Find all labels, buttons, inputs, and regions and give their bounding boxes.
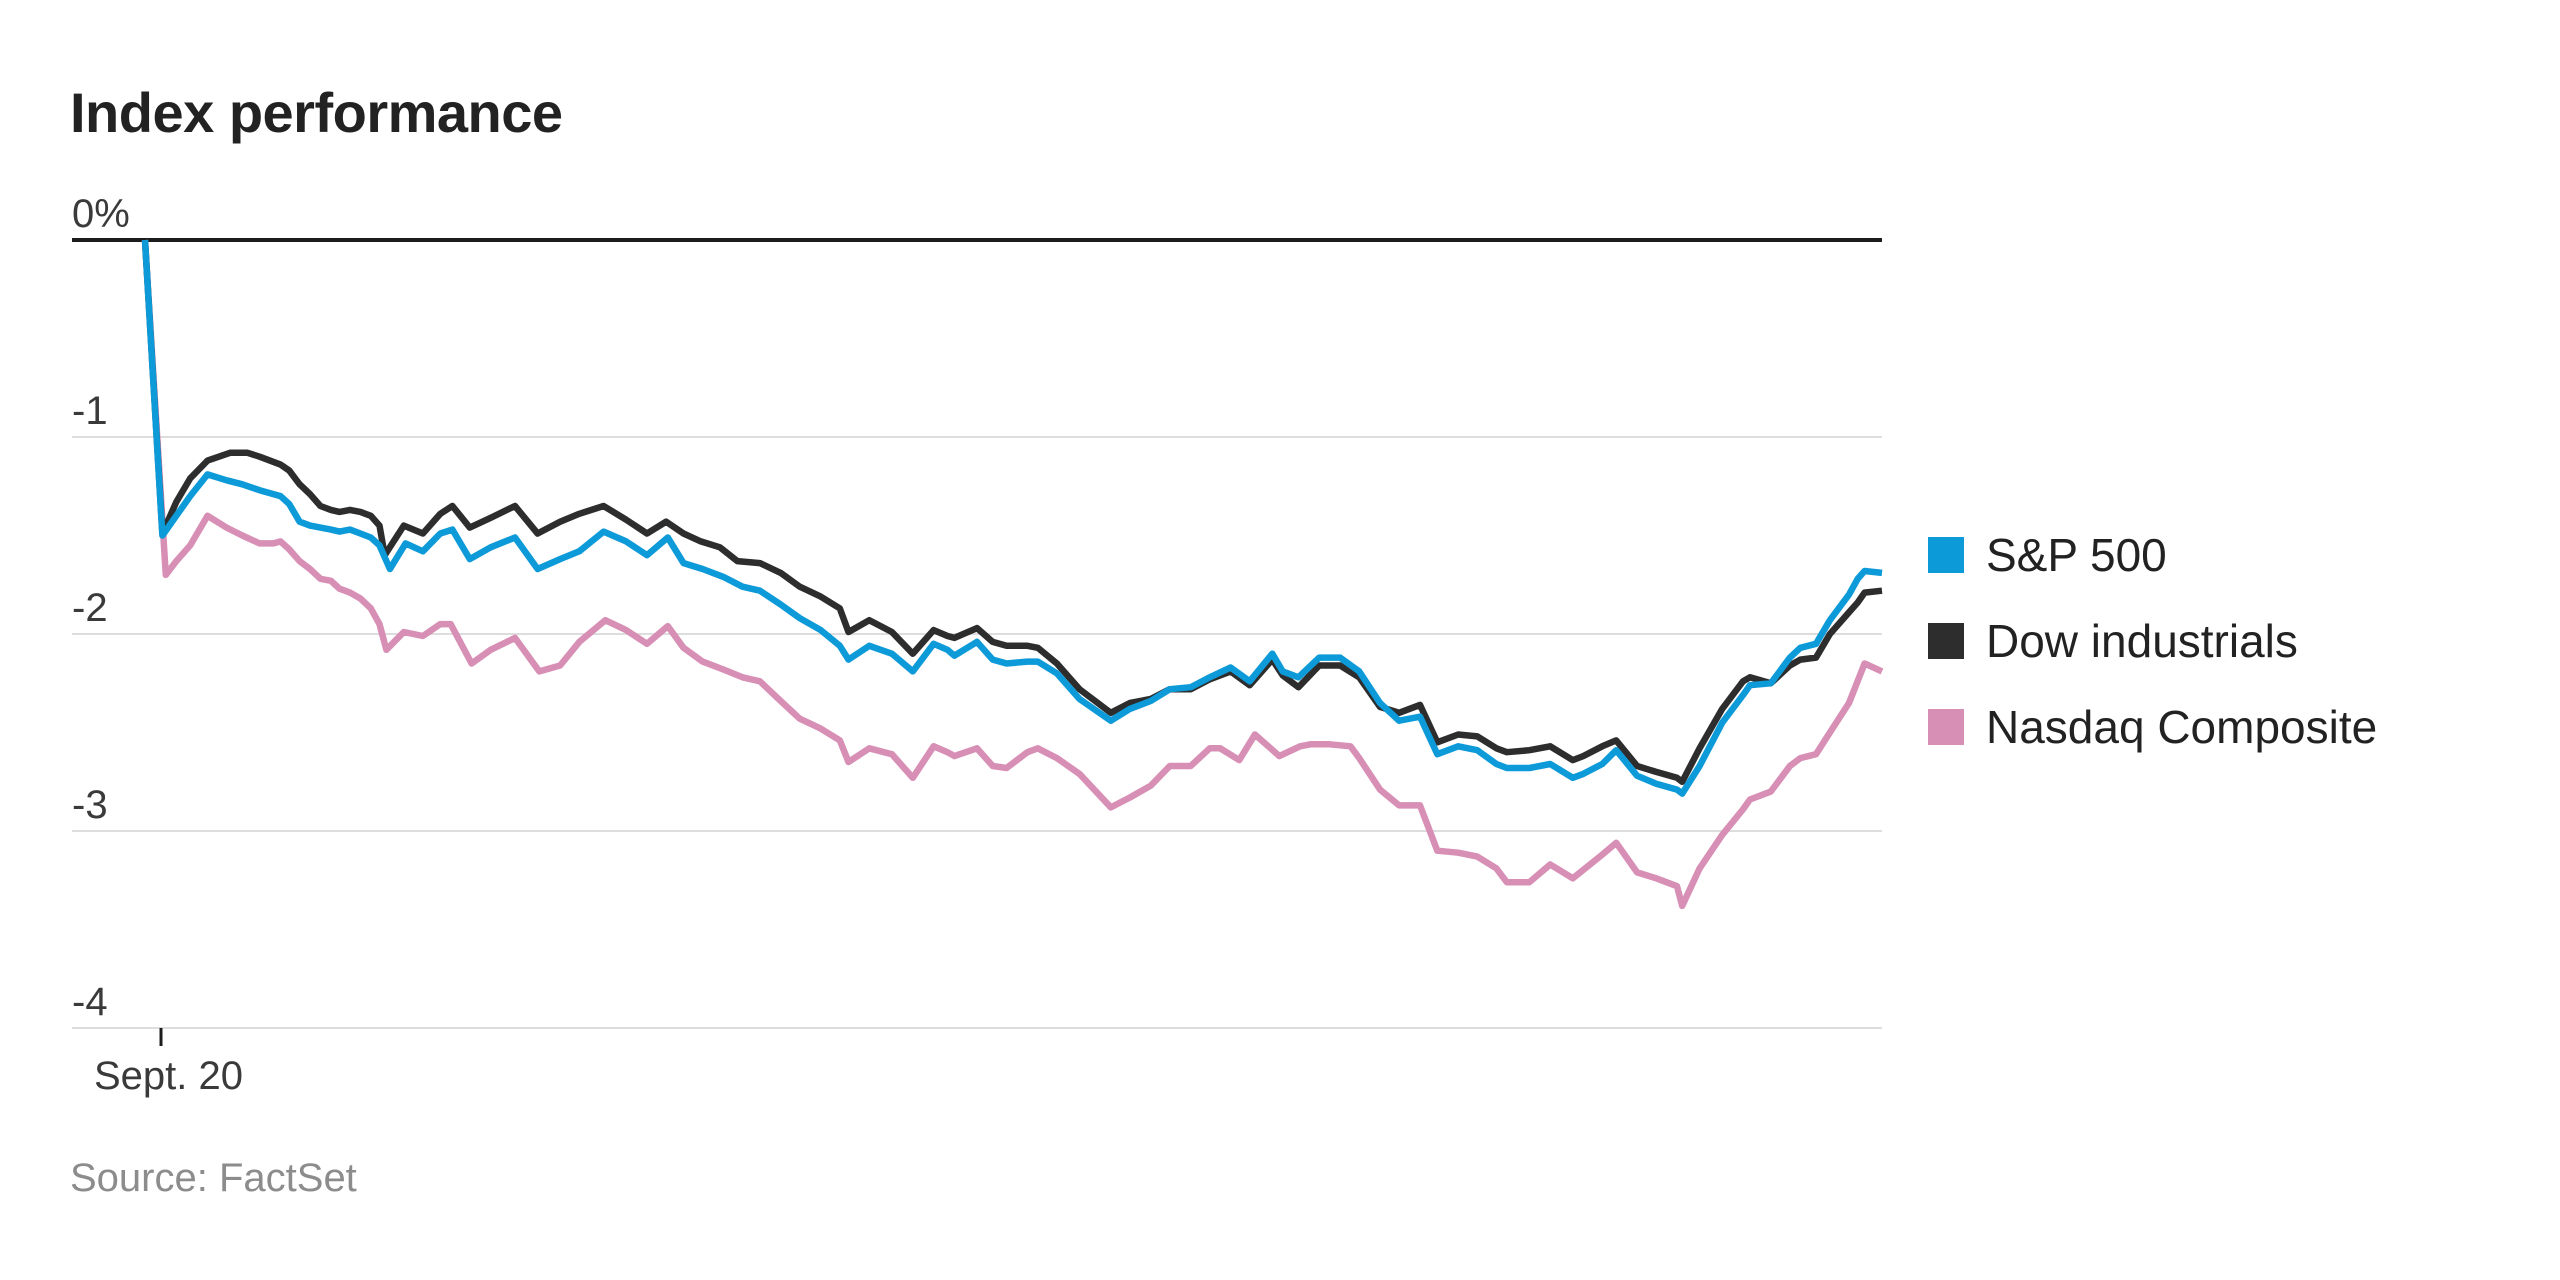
chart-title: Index performance	[70, 81, 563, 144]
legend-label-nasdaq: Nasdaq Composite	[1986, 701, 2378, 753]
x-axis-label: Sept. 20	[94, 1054, 244, 1098]
series-line-nasdaq	[141, 239, 1884, 910]
legend-label-sp500: S&P 500	[1986, 529, 2167, 581]
legend-item-dow: Dow industrials	[1928, 614, 2377, 668]
series-line-dow	[141, 239, 1883, 786]
series-line-sp500	[141, 239, 1883, 797]
legend-label-dow: Dow industrials	[1986, 615, 2298, 667]
legend-swatch-dow-icon	[1928, 623, 1964, 659]
legend-swatch-nasdaq-icon	[1928, 709, 1964, 745]
y-axis-tick-label: -2	[72, 586, 108, 630]
legend-item-nasdaq: Nasdaq Composite	[1928, 700, 2377, 754]
legend-swatch-sp500-icon	[1928, 537, 1964, 573]
y-axis-tick-label: -3	[72, 783, 108, 827]
y-axis-tick-label: -4	[72, 980, 108, 1024]
legend-item-sp500: S&P 500	[1928, 528, 2377, 582]
y-axis-tick-label: -1	[72, 389, 108, 433]
legend: S&P 500 Dow industrials Nasdaq Composite	[1928, 528, 2377, 786]
source-note: Source: FactSet	[70, 1156, 357, 1200]
y-axis-tick-label: 0%	[72, 192, 130, 236]
